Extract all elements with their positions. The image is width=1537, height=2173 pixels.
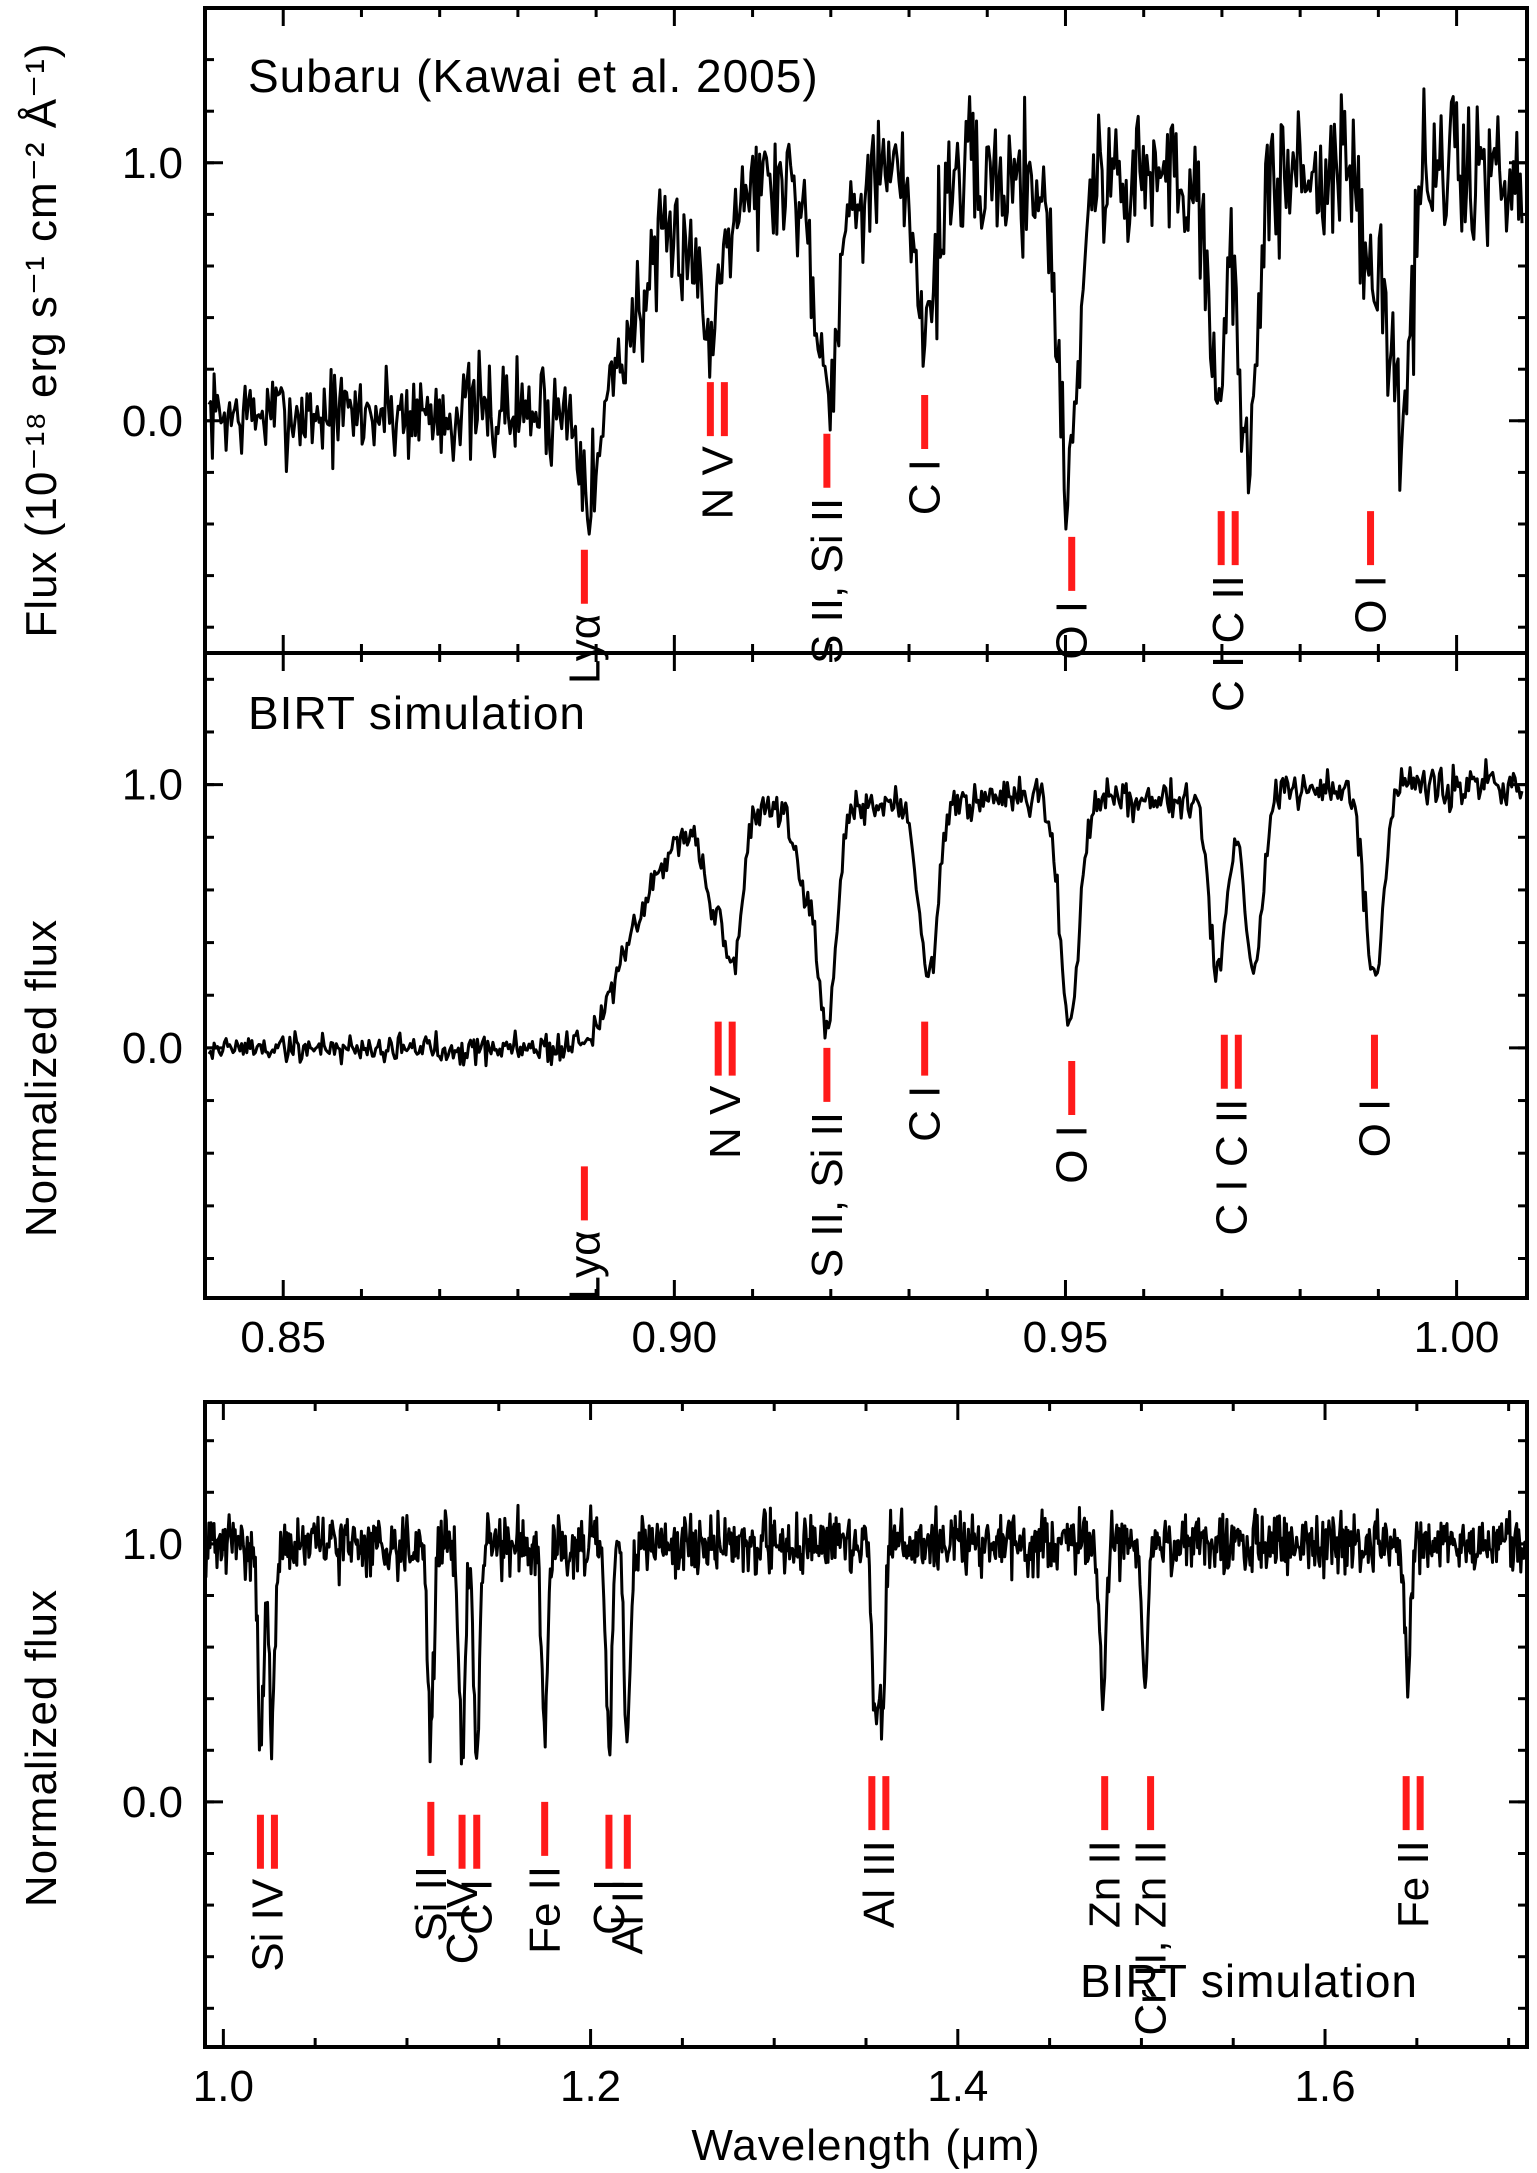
panel-1-y-tick-label: 1.0 [122,139,183,188]
panel-2-x-tick-label: 0.95 [1023,1313,1109,1362]
panel-2-line-label: C I C II [1207,1099,1256,1236]
panel-2-line-label: Lyα [560,1230,609,1300]
panel-2-x-tick-label: 1.00 [1414,1313,1500,1362]
panel-3-y-tick-label: 1.0 [122,1520,183,1569]
panel-3-line-label: Zn II [1081,1840,1130,1928]
panel-1-line-label: C I C II [1204,575,1253,712]
panel-3-birt-nir: 0.01.01.0 1.2 1.4 1.6Si IV Si IIC IVC I Fe II… [122,1402,1528,2111]
panel-3-spectrum-line [204,1503,1528,1766]
panel-2-spectrum-line [207,758,1524,1068]
panel-2-y-tick-label: 0.0 [122,1024,183,1073]
panel-1-y-axis-title: Flux (10⁻¹⁸ erg s⁻¹ cm⁻² Å⁻¹) [17,42,66,637]
panel-2-y-axis-title: Normalized flux [17,919,66,1237]
panel-2-line-label: O I [1351,1099,1400,1158]
panel-2-x-tick-label: 0.90 [632,1313,718,1362]
panel-2-title: BIRT simulation [248,687,586,739]
panel-1-title: Subaru (Kawai et al. 2005) [248,50,819,102]
panel-3-title: BIRT simulation [1080,1955,1418,2007]
panel-1-line-label: N V [693,445,742,519]
panel-2-x-tick-label: 0.85 [240,1313,326,1362]
panel-3-line-label: Al II [603,1879,652,1955]
panel-1-frame [203,6,1529,655]
panel-3-line-label: C I [453,1879,502,1935]
panel-2-line-label: C I [901,1086,950,1142]
panel-3-x-tick-label: 1.4 [927,2062,988,2111]
panel-2-line-label: N V [701,1085,750,1159]
panel-3-line-label: C IV [438,1878,487,1964]
panel-1-subaru: 0.0 1.0 Lyα N V S II, Si II C I O I C I C II O I [122,6,1527,712]
panel-2-frame [203,651,1529,1300]
panel-3-line-label: C I [585,1879,634,1935]
panel-3-line-label: Fe II [521,1866,570,1954]
panel-1-line-label: Lyα [560,614,609,684]
panel-2-line-label: S II, Si II [803,1112,852,1278]
panel-3-line-label: Fe II [1389,1840,1438,1928]
panel-3-y-axis-title: Normalized flux [17,1589,66,1907]
x-axis-title: Wavelength (μm) [691,2121,1040,2170]
panel-1-spectrum-line [207,87,1524,536]
panel-3-line-label: Al III [855,1840,904,1928]
panel-3-line-label: Si IV [243,1878,292,1972]
panel-1-y-tick-label: 0.0 [122,397,183,446]
panel-1-line-label: O I [1347,575,1396,634]
panel-2-y-tick-label: 1.0 [122,761,183,810]
panel-2-line-label: O I [1048,1125,1097,1184]
panel-1-line-label: O I [1048,601,1097,660]
panel-1-line-label: S II, Si II [803,498,852,664]
panel-3-x-tick-label: 1.6 [1294,2062,1355,2111]
panel-1-line-label: C I [901,459,950,515]
panel-3-y-tick-label: 0.0 [122,1778,183,1827]
panel-2-birt-optical: 0.0 1.0 0.85 0.90 0.95 1.00 Lyα N V S II, Si II C… [122,653,1527,1362]
panel-3-x-tick-label: 1.0 [193,2062,254,2111]
panel-3-line-label: Cr II, Zn II [1127,1840,1176,2036]
panel-3-frame [203,1400,1529,2049]
panel-3-line-label: Si II [407,1866,456,1942]
panel-3-x-tick-label: 1.2 [560,2062,621,2111]
